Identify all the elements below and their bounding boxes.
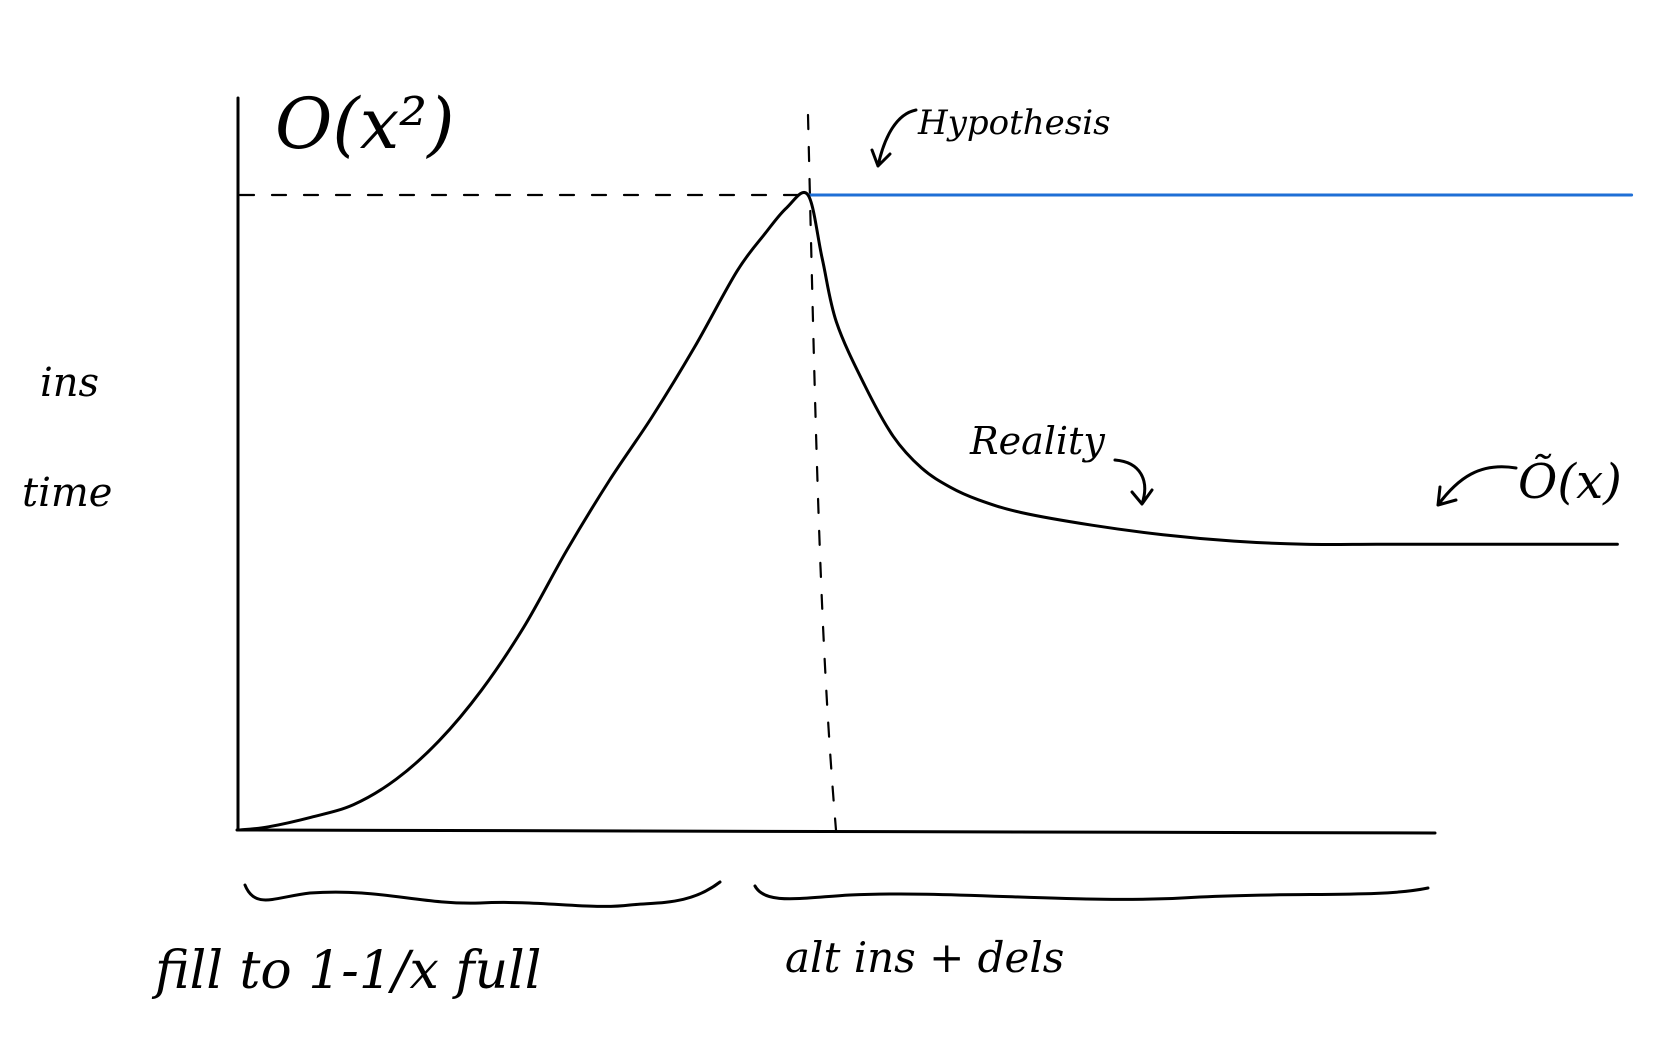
hypothesis-arrow xyxy=(870,108,918,168)
fill-phase-label: fill to 1-1/x full xyxy=(151,941,541,1001)
x-axis xyxy=(235,828,1437,835)
alt-phase-label: alt ins + dels xyxy=(785,933,1064,982)
alt-phase-brace xyxy=(753,884,1430,901)
peak-order-label: O(x²) xyxy=(275,83,455,165)
phase-divider-line xyxy=(806,113,838,832)
fill-phase-brace xyxy=(243,880,722,908)
reality-curve xyxy=(238,191,1619,832)
reality-arrow xyxy=(1113,458,1154,506)
hypothesis-label: Hypothesis xyxy=(917,103,1111,143)
reality-label: Reality xyxy=(969,419,1105,463)
plateau-order-label: Õ(x) xyxy=(1518,453,1622,510)
plateau-order-arrow xyxy=(1436,465,1518,507)
y-axis-label: ins time xyxy=(22,360,112,516)
